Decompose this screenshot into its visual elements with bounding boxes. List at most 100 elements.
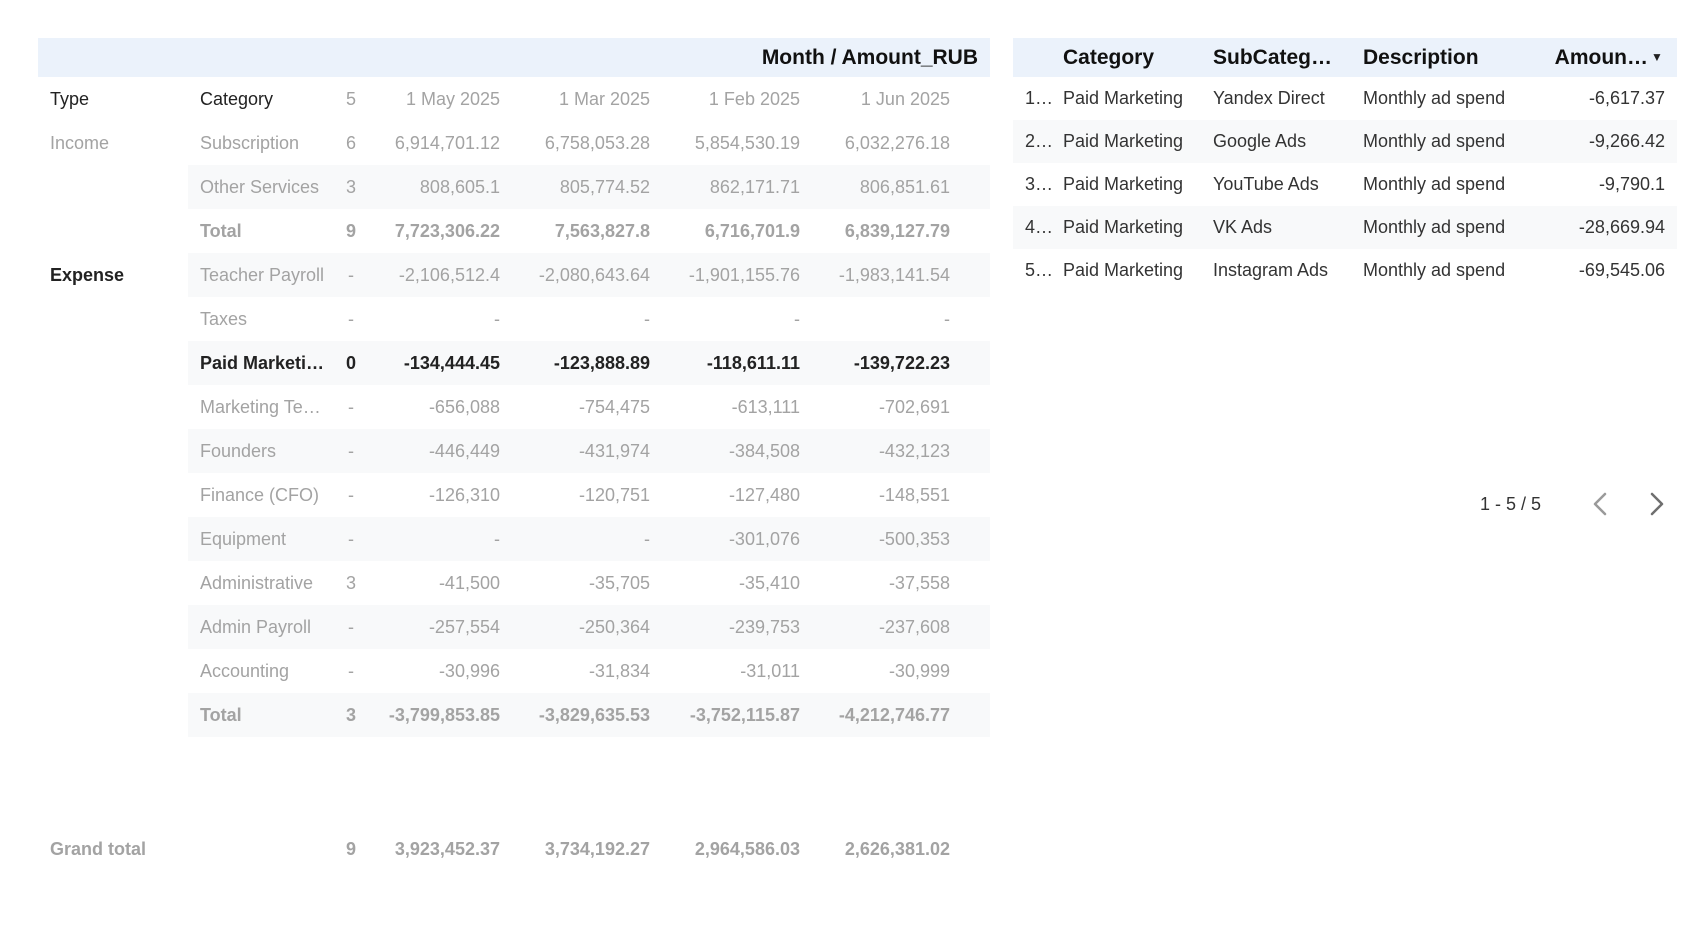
col-header-month[interactable]: 1 Mar 2025 bbox=[558, 89, 650, 109]
cell-subcategory: Yandex Direct bbox=[1213, 88, 1325, 108]
row-value: -126,310 bbox=[428, 485, 500, 505]
pivot-row: Marketing Te… - -656,088 -754,475 -613,1… bbox=[38, 385, 990, 429]
row-category-label[interactable]: Marketing Te… bbox=[200, 397, 321, 417]
cell-amount: -6,617.37 bbox=[1588, 88, 1665, 108]
row-count: - bbox=[348, 529, 354, 549]
cell-category: Paid Marketing bbox=[1063, 217, 1184, 237]
row-value: 7,563,827.8 bbox=[554, 221, 650, 241]
row-category-label[interactable]: Other Services bbox=[200, 177, 320, 197]
row-value: 6,032,276.18 bbox=[844, 133, 950, 153]
row-value: -118,611.11 bbox=[706, 353, 800, 373]
row-value: -431,974 bbox=[578, 441, 650, 461]
pivot-row: Founders - -446,449 -431,974 -384,508 -4… bbox=[38, 429, 990, 473]
pivot-header-title[interactable]: Month / Amount_RUB bbox=[761, 45, 978, 69]
col-header-description[interactable]: Description bbox=[1363, 46, 1479, 69]
row-number: 3… bbox=[1025, 174, 1054, 194]
row-count: 3 bbox=[345, 177, 356, 197]
row-value: -134,444.45 bbox=[403, 353, 500, 373]
row-category-label[interactable]: Accounting bbox=[200, 661, 290, 681]
cell-amount: -9,790.1 bbox=[1598, 174, 1665, 194]
row-stripe bbox=[188, 517, 990, 561]
row-value: -31,011 bbox=[740, 661, 800, 681]
pivot-subtotal-row: Total 9 7,723,306.22 7,563,827.8 6,716,7… bbox=[38, 209, 990, 253]
row-value: -2,106,512.4 bbox=[398, 265, 500, 285]
table-row[interactable]: 1… Paid Marketing Yandex Direct Monthly … bbox=[1013, 77, 1677, 120]
row-value: -3,752,115.87 bbox=[689, 705, 800, 725]
table-row[interactable]: 4… Paid Marketing VK Ads Monthly ad spen… bbox=[1013, 206, 1677, 249]
row-value: 6,839,127.79 bbox=[844, 221, 950, 241]
row-value: - bbox=[494, 309, 500, 329]
cell-category: Paid Marketing bbox=[1063, 131, 1184, 151]
row-count: 0 bbox=[345, 353, 356, 373]
row-value: 808,605.1 bbox=[419, 177, 500, 197]
col-header-month[interactable]: 1 Jun 2025 bbox=[860, 89, 950, 109]
col-header-category[interactable]: Category bbox=[1063, 46, 1155, 69]
row-category-label[interactable]: Total bbox=[200, 705, 242, 725]
row-value: -37,558 bbox=[888, 573, 950, 593]
row-type-label[interactable]: Expense bbox=[50, 265, 125, 285]
row-value: -30,996 bbox=[438, 661, 500, 681]
cell-amount: -28,669.94 bbox=[1578, 217, 1665, 237]
row-category-label[interactable]: Paid Marketi… bbox=[200, 353, 325, 373]
table-row[interactable]: 2… Paid Marketing Google Ads Monthly ad … bbox=[1013, 120, 1677, 163]
row-value: -3,829,635.53 bbox=[538, 705, 650, 725]
row-value: -237,608 bbox=[878, 617, 950, 637]
pivot-row-selected: Paid Marketi… 0 -134,444.45 -123,888.89 … bbox=[38, 341, 990, 385]
row-category-label[interactable]: Teacher Payroll bbox=[200, 265, 325, 285]
row-value: 805,774.52 bbox=[559, 177, 650, 197]
cell-amount: -9,266.42 bbox=[1588, 131, 1665, 151]
pivot-row: Taxes - - - - - bbox=[38, 297, 990, 341]
row-stripe bbox=[188, 165, 990, 209]
row-category-label[interactable]: Finance (CFO) bbox=[200, 485, 320, 505]
chevron-left-icon[interactable] bbox=[1584, 488, 1616, 520]
row-stripe bbox=[188, 429, 990, 473]
row-value: -31,834 bbox=[588, 661, 650, 681]
pivot-grand-total-row: Grand total 9 3,923,452.37 3,734,192.27 … bbox=[38, 827, 990, 871]
row-category-label[interactable]: Total bbox=[200, 221, 242, 241]
row-value: -35,705 bbox=[588, 573, 650, 593]
row-value: 6,758,053.28 bbox=[544, 133, 650, 153]
col-header-month[interactable]: 1 May 2025 bbox=[405, 89, 500, 109]
row-value: -446,449 bbox=[428, 441, 500, 461]
row-count: - bbox=[348, 485, 354, 505]
row-value: -384,508 bbox=[728, 441, 800, 461]
pivot-header: Month / Amount_RUB bbox=[38, 38, 990, 77]
table-row[interactable]: 3… Paid Marketing YouTube Ads Monthly ad… bbox=[1013, 163, 1677, 206]
row-value: -250,364 bbox=[578, 617, 650, 637]
row-number: 5… bbox=[1025, 260, 1054, 280]
cell-category: Paid Marketing bbox=[1063, 88, 1184, 108]
chevron-right-icon[interactable] bbox=[1641, 488, 1673, 520]
row-count: - bbox=[348, 617, 354, 637]
col-header-subcategory[interactable]: SubCateg… bbox=[1213, 46, 1333, 69]
col-header-type[interactable]: Type bbox=[50, 89, 90, 109]
row-value: - bbox=[794, 309, 800, 329]
col-header-month[interactable]: 1 Feb 2025 bbox=[708, 89, 800, 109]
cell-description: Monthly ad spend bbox=[1363, 131, 1506, 151]
grand-total-value: 3,734,192.27 bbox=[544, 839, 650, 859]
row-value: -239,753 bbox=[728, 617, 800, 637]
cell-amount: -69,545.06 bbox=[1578, 260, 1665, 280]
row-stripe bbox=[188, 253, 990, 297]
row-category-label[interactable]: Founders bbox=[200, 441, 277, 461]
col-header-category[interactable]: Category bbox=[200, 89, 274, 109]
sort-descending-icon[interactable]: ▼ bbox=[1651, 50, 1663, 64]
row-category-label[interactable]: Taxes bbox=[200, 309, 248, 329]
row-value: -41,500 bbox=[438, 573, 500, 593]
col-header-amount[interactable]: Amoun… bbox=[1554, 46, 1648, 69]
pivot-row: Finance (CFO) - -126,310 -120,751 -127,4… bbox=[38, 473, 990, 517]
row-category-label[interactable]: Administrative bbox=[200, 573, 314, 593]
row-count: 9 bbox=[345, 221, 356, 241]
col-header-count[interactable]: 5 bbox=[345, 89, 356, 109]
row-value: 862,171.71 bbox=[709, 177, 800, 197]
cell-subcategory: VK Ads bbox=[1213, 217, 1273, 237]
row-category-label[interactable]: Equipment bbox=[200, 529, 287, 549]
pivot-row: Other Services 3 808,605.1 805,774.52 86… bbox=[38, 165, 990, 209]
pivot-column-header-row: Type Category 5 1 May 2025 1 Mar 2025 1 … bbox=[38, 77, 990, 121]
row-value: -1,901,155.76 bbox=[688, 265, 800, 285]
row-category-label[interactable]: Admin Payroll bbox=[200, 617, 312, 637]
row-value: -120,751 bbox=[578, 485, 650, 505]
row-category-label[interactable]: Subscription bbox=[200, 133, 300, 153]
table-row[interactable]: 5… Paid Marketing Instagram Ads Monthly … bbox=[1013, 249, 1677, 292]
row-count: 6 bbox=[345, 133, 356, 153]
row-type-label[interactable]: Income bbox=[50, 133, 110, 153]
